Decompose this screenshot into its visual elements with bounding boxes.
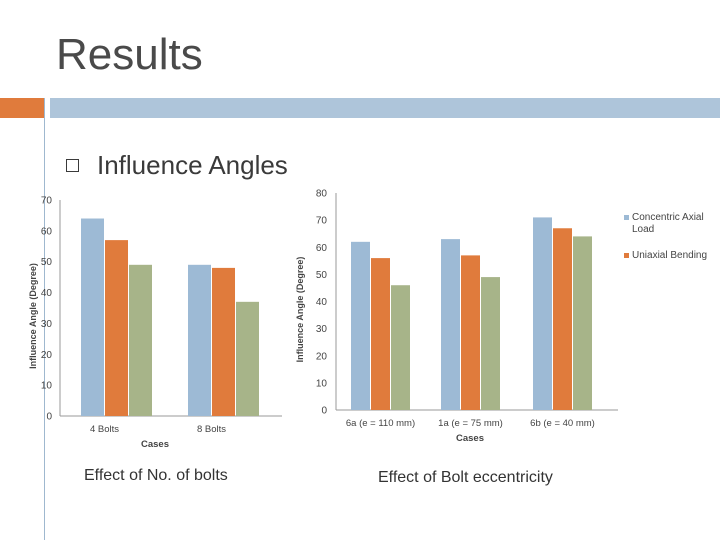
- slide-title: Results: [56, 30, 203, 79]
- legend-item-uniaxial: Uniaxial Bending: [624, 250, 716, 262]
- title-accent-bar: [50, 98, 720, 118]
- bar: [371, 258, 390, 410]
- legend-label: Concentric Axial Load: [632, 212, 704, 235]
- bar: [105, 240, 128, 416]
- bar: [533, 217, 552, 410]
- x-category-label: 1a (e = 75 mm): [438, 418, 503, 429]
- y-tick-label: 40: [41, 288, 53, 299]
- y-tick-label: 60: [316, 243, 328, 254]
- square-bullet-icon: [66, 159, 79, 172]
- left-accent-line: [44, 98, 45, 540]
- x-axis-title: Cases: [141, 439, 169, 450]
- legend-swatch-blue: [624, 215, 629, 220]
- bar: [188, 264, 211, 416]
- y-axis-title: Influence Angle (Degree): [295, 257, 305, 363]
- bar: [236, 301, 259, 416]
- bar: [553, 228, 572, 410]
- bar: [391, 285, 410, 410]
- y-tick-label: 20: [316, 351, 328, 362]
- x-category-label: 6b (e = 40 mm): [530, 418, 595, 429]
- bullet-text: Influence Angles: [97, 150, 288, 180]
- x-category-label: 4 Bolts: [90, 424, 119, 435]
- y-tick-label: 30: [316, 324, 328, 335]
- bar: [81, 218, 104, 416]
- bullet-item: Influence Angles: [66, 150, 288, 181]
- legend-label: Uniaxial Bending: [632, 250, 708, 261]
- y-tick-label: 60: [41, 226, 53, 237]
- bar: [573, 236, 592, 410]
- x-category-label: 8 Bolts: [197, 424, 226, 435]
- y-tick-label: 70: [41, 196, 53, 207]
- legend-item-concentric: Concentric Axial Load: [624, 212, 716, 236]
- legend-swatch-orange: [624, 253, 629, 258]
- y-tick-label: 70: [316, 216, 328, 227]
- bar: [129, 264, 152, 416]
- bar: [351, 241, 370, 410]
- y-tick-label: 80: [316, 189, 328, 200]
- bar: [441, 239, 460, 410]
- chart-legend: Concentric Axial Load Uniaxial Bending: [624, 212, 716, 276]
- y-tick-label: 20: [41, 350, 53, 361]
- y-tick-label: 10: [316, 378, 328, 389]
- y-tick-label: 40: [316, 297, 328, 308]
- bar: [461, 255, 480, 410]
- y-tick-label: 10: [41, 381, 53, 392]
- title-accent-orange: [0, 98, 44, 118]
- y-tick-label: 50: [41, 257, 53, 268]
- bar: [212, 267, 235, 416]
- chart2-caption: Effect of Bolt eccentricity: [378, 469, 553, 486]
- x-category-label: 6a (e = 110 mm): [346, 418, 415, 429]
- y-tick-label: 0: [46, 412, 52, 423]
- y-tick-label: 50: [316, 270, 328, 281]
- y-axis-title: Influence Angle (Degree): [28, 263, 38, 369]
- bar: [481, 277, 500, 410]
- y-tick-label: 30: [41, 319, 53, 330]
- chart1-caption: Effect of No. of bolts: [84, 467, 228, 484]
- x-axis-title: Cases: [456, 433, 484, 444]
- y-tick-label: 0: [321, 406, 327, 417]
